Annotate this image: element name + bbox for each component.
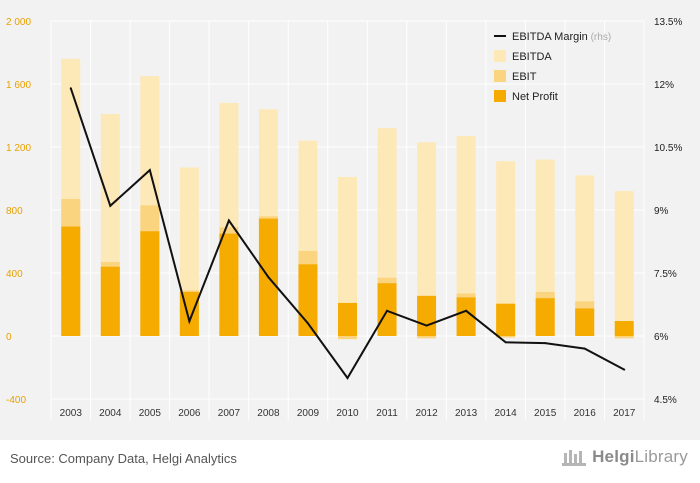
right-axis-tick-label: 12%: [654, 80, 674, 91]
ebitda-margin-point: [346, 377, 349, 379]
x-tick-label: 2006: [178, 408, 201, 419]
ebitda-bar: [338, 176, 357, 336]
right-axis-tick-label: 9%: [654, 206, 669, 217]
net-profit-bar: [338, 302, 357, 336]
x-tick-label: 2005: [139, 408, 162, 419]
ebitda-bar: [496, 161, 516, 336]
legend-label: EBIT: [512, 71, 537, 83]
legend-label: EBITDA Margin (rhs): [512, 31, 611, 43]
ebitda-bar: [456, 135, 476, 336]
ebitda-bar: [417, 142, 437, 336]
legend-swatch: [494, 50, 506, 62]
x-tick-label: 2008: [257, 408, 280, 419]
ebitda-bar: [575, 175, 595, 336]
ebitda-margin-point: [227, 219, 230, 222]
left-axis-tick-label: 400: [6, 269, 23, 280]
ebit-bar: [417, 336, 437, 339]
logo-text: HelgiLibrary: [592, 447, 688, 467]
x-tick-label: 2015: [534, 408, 557, 419]
x-tick-label: 2012: [415, 408, 438, 419]
ebit-bar: [614, 336, 634, 339]
ebitda-margin-point: [148, 169, 151, 172]
net-profit-bar: [575, 308, 595, 336]
net-profit-bar: [456, 297, 476, 336]
left-axis-tick-label: 1 200: [6, 143, 31, 154]
ebitda-margin-point: [109, 204, 112, 207]
x-tick-label: 2010: [336, 408, 359, 419]
x-tick-label: 2003: [60, 408, 83, 419]
ebit-bar: [338, 336, 357, 340]
legend-label: EBITDA: [512, 51, 552, 63]
ebitda-margin-point: [188, 320, 191, 323]
left-axis-tick-label: 2 000: [6, 17, 31, 28]
left-axis-tick-label: -400: [6, 395, 26, 406]
ebitda-margin-point: [544, 342, 547, 345]
net-profit-bar: [417, 295, 437, 336]
ebit-bar: [496, 336, 516, 338]
left-axis-tick-label: 0: [6, 332, 12, 343]
x-tick-label: 2009: [297, 408, 320, 419]
ebitda-margin-point: [386, 309, 389, 312]
source-note: Source: Company Data, Helgi Analytics: [10, 451, 237, 466]
legend-swatch: [494, 90, 506, 102]
ebitda-chart: 2 000 1 600 1 200 800 400 0 -400 13.5% 12% 10.5% 9…: [6, 17, 682, 420]
library-icon: [562, 450, 587, 466]
ebitda-margin-point: [267, 276, 270, 279]
ebitda-margin-point: [425, 324, 428, 327]
right-axis-tick-label: 7.5%: [654, 269, 677, 280]
logo-brand: Helgi: [592, 447, 635, 466]
ebitda-margin-point: [583, 347, 586, 350]
net-profit-bar: [535, 298, 555, 336]
net-profit-bar: [298, 264, 318, 336]
net-profit-bar: [61, 226, 81, 336]
left-axis-tick-label: 1 600: [6, 80, 31, 91]
x-tick-label: 2011: [376, 408, 398, 419]
legend-rhs-note: (rhs): [588, 32, 611, 43]
ebitda-margin-point: [623, 368, 626, 371]
x-tick-label: 2016: [574, 408, 597, 419]
x-tick-label: 2014: [495, 408, 518, 419]
ebitda-bar: [614, 191, 634, 336]
ebitda-margin-point: [69, 87, 72, 90]
net-profit-bar: [496, 303, 516, 336]
ebitda-margin-point: [465, 309, 468, 312]
helgi-library-logo: HelgiLibrary: [561, 447, 688, 467]
right-axis-tick-label: 10.5%: [654, 143, 682, 154]
right-axis-tick-label: 13.5%: [654, 17, 682, 28]
x-tick-label: 2004: [99, 408, 122, 419]
logo-suffix: Library: [634, 447, 688, 466]
net-profit-bar: [100, 266, 120, 336]
right-axis-tick-label: 6%: [654, 332, 669, 343]
x-tick-label: 2013: [455, 408, 478, 419]
left-axis-tick-label: 800: [6, 206, 23, 217]
right-axis-tick-label: 4.5%: [654, 395, 677, 406]
legend-swatch: [494, 70, 506, 82]
net-profit-bar: [140, 231, 160, 336]
ebitda-margin-point: [504, 341, 507, 344]
x-tick-label: 2007: [218, 408, 241, 419]
net-profit-bar: [614, 321, 634, 336]
net-profit-bar: [377, 283, 397, 336]
x-tick-label: 2017: [613, 408, 636, 419]
legend-label: Net Profit: [512, 91, 558, 103]
ebitda-margin-point: [306, 322, 309, 325]
net-profit-bar: [219, 233, 239, 336]
